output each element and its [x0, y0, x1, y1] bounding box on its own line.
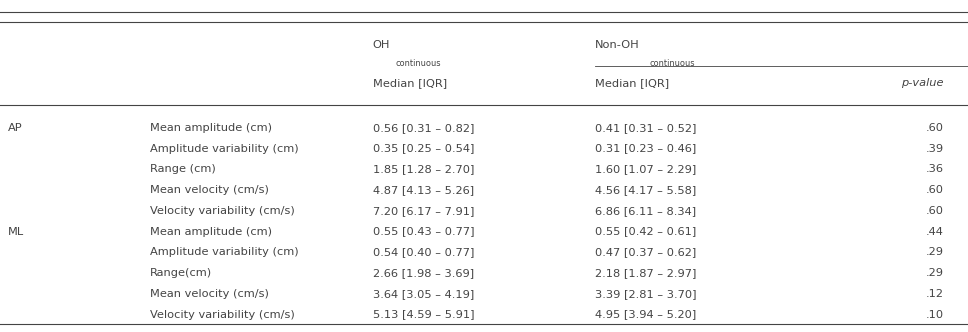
Text: 0.31 [0.23 – 0.46]: 0.31 [0.23 – 0.46]: [595, 143, 697, 154]
Text: OH: OH: [373, 40, 390, 50]
Text: Amplitude variability (cm): Amplitude variability (cm): [150, 247, 299, 257]
Text: 2.66 [1.98 – 3.69]: 2.66 [1.98 – 3.69]: [373, 268, 473, 278]
Text: .60: .60: [925, 123, 944, 133]
Text: 0.54 [0.40 – 0.77]: 0.54 [0.40 – 0.77]: [373, 247, 474, 257]
Text: 1.60 [1.07 – 2.29]: 1.60 [1.07 – 2.29]: [595, 164, 697, 174]
Text: 0.47 [0.37 – 0.62]: 0.47 [0.37 – 0.62]: [595, 247, 697, 257]
Text: Range(cm): Range(cm): [150, 268, 212, 278]
Text: 4.56 [4.17 – 5.58]: 4.56 [4.17 – 5.58]: [595, 185, 697, 195]
Text: 0.35 [0.25 – 0.54]: 0.35 [0.25 – 0.54]: [373, 143, 474, 154]
Text: 0.55 [0.43 – 0.77]: 0.55 [0.43 – 0.77]: [373, 226, 474, 237]
Text: .12: .12: [925, 289, 944, 299]
Text: .29: .29: [925, 268, 944, 278]
Text: 4.87 [4.13 – 5.26]: 4.87 [4.13 – 5.26]: [373, 185, 473, 195]
Text: Mean velocity (cm/s): Mean velocity (cm/s): [150, 289, 269, 299]
Text: continuous: continuous: [650, 59, 695, 68]
Text: .36: .36: [925, 164, 944, 174]
Text: 2.18 [1.87 – 2.97]: 2.18 [1.87 – 2.97]: [595, 268, 697, 278]
Text: Range (cm): Range (cm): [150, 164, 216, 174]
Text: .44: .44: [926, 226, 944, 237]
Text: Velocity variability (cm/s): Velocity variability (cm/s): [150, 309, 295, 320]
Text: AP: AP: [8, 123, 22, 133]
Text: 3.39 [2.81 – 3.70]: 3.39 [2.81 – 3.70]: [595, 289, 697, 299]
Text: 1.85 [1.28 – 2.70]: 1.85 [1.28 – 2.70]: [373, 164, 474, 174]
Text: 4.95 [3.94 – 5.20]: 4.95 [3.94 – 5.20]: [595, 309, 697, 320]
Text: 0.55 [0.42 – 0.61]: 0.55 [0.42 – 0.61]: [595, 226, 697, 237]
Text: Amplitude variability (cm): Amplitude variability (cm): [150, 143, 299, 154]
Text: .60: .60: [925, 206, 944, 216]
Text: 7.20 [6.17 – 7.91]: 7.20 [6.17 – 7.91]: [373, 206, 474, 216]
Text: 5.13 [4.59 – 5.91]: 5.13 [4.59 – 5.91]: [373, 309, 474, 320]
Text: Median [IQR]: Median [IQR]: [373, 78, 447, 88]
Text: Velocity variability (cm/s): Velocity variability (cm/s): [150, 206, 295, 216]
Text: continuous: continuous: [396, 59, 441, 68]
Text: Mean amplitude (cm): Mean amplitude (cm): [150, 123, 272, 133]
Text: 6.86 [6.11 – 8.34]: 6.86 [6.11 – 8.34]: [595, 206, 696, 216]
Text: .29: .29: [925, 247, 944, 257]
Text: Mean amplitude (cm): Mean amplitude (cm): [150, 226, 272, 237]
Text: .60: .60: [925, 185, 944, 195]
Text: Mean velocity (cm/s): Mean velocity (cm/s): [150, 185, 269, 195]
Text: 0.41 [0.31 – 0.52]: 0.41 [0.31 – 0.52]: [595, 123, 697, 133]
Text: Median [IQR]: Median [IQR]: [595, 78, 670, 88]
Text: 0.56 [0.31 – 0.82]: 0.56 [0.31 – 0.82]: [373, 123, 474, 133]
Text: ML: ML: [8, 226, 24, 237]
Text: .10: .10: [925, 309, 944, 320]
Text: 3.64 [3.05 – 4.19]: 3.64 [3.05 – 4.19]: [373, 289, 474, 299]
Text: Non-OH: Non-OH: [595, 40, 640, 50]
Text: p-value: p-value: [901, 78, 944, 88]
Text: .39: .39: [925, 143, 944, 154]
